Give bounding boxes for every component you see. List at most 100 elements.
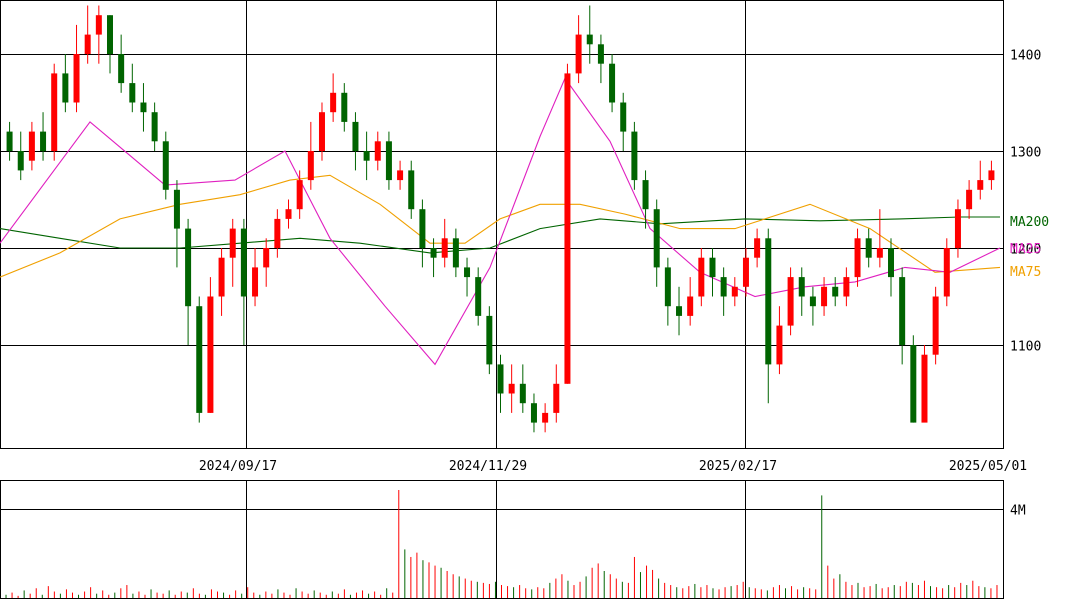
candle-body xyxy=(508,383,515,394)
volume-frame xyxy=(0,480,1004,599)
candle xyxy=(754,228,761,268)
candle-body xyxy=(129,83,136,103)
candle-body xyxy=(40,131,47,151)
candle-body xyxy=(95,15,102,35)
candle xyxy=(274,209,281,258)
candle xyxy=(988,160,995,190)
candle-body xyxy=(854,238,861,278)
candle xyxy=(798,267,805,316)
candle-body xyxy=(118,54,125,84)
candle-body xyxy=(720,277,727,297)
candle-body xyxy=(597,44,604,64)
candle xyxy=(888,238,895,297)
candle-body xyxy=(374,141,381,161)
candle xyxy=(731,277,738,307)
candle xyxy=(397,160,404,190)
candle xyxy=(374,131,381,171)
candle xyxy=(62,54,69,113)
candle xyxy=(899,267,906,365)
candle xyxy=(229,218,236,287)
candle-body xyxy=(17,151,24,171)
candle xyxy=(408,160,415,219)
candle-body xyxy=(430,248,437,258)
candle xyxy=(475,267,482,326)
candle-body xyxy=(910,345,917,423)
candle-body xyxy=(977,180,984,190)
candle-body xyxy=(943,248,950,297)
candle xyxy=(207,277,214,413)
candle xyxy=(196,296,203,423)
candle xyxy=(765,228,772,404)
candle-body xyxy=(441,238,448,258)
candle xyxy=(843,267,850,307)
price-frame xyxy=(0,0,1004,449)
candle-body xyxy=(84,34,91,54)
candle-body xyxy=(709,257,716,278)
candle-body xyxy=(173,189,180,229)
candle-body xyxy=(151,112,158,142)
candle-body xyxy=(296,180,303,210)
candle xyxy=(519,364,526,413)
candle xyxy=(84,5,91,64)
candle-body xyxy=(408,170,415,210)
candlestick-series xyxy=(6,5,995,433)
candle-body xyxy=(218,257,225,297)
candle-body xyxy=(363,151,370,161)
candle xyxy=(609,54,616,113)
candle xyxy=(95,5,102,64)
candle xyxy=(162,131,169,200)
candle xyxy=(698,248,705,307)
candle-body xyxy=(765,238,772,365)
candle xyxy=(263,238,270,287)
candle xyxy=(6,121,13,161)
candle xyxy=(865,228,872,268)
volume-tick-label: 4M xyxy=(1010,504,1026,519)
candle-body xyxy=(698,257,705,297)
candle xyxy=(129,63,136,113)
candle-body xyxy=(28,131,35,161)
candle-body xyxy=(6,131,13,151)
candle xyxy=(530,393,537,433)
candle xyxy=(385,131,392,190)
candle-body xyxy=(207,296,214,413)
price-grid xyxy=(0,0,1004,599)
candle xyxy=(709,248,716,297)
candle-body xyxy=(664,267,671,307)
candle-body xyxy=(988,170,995,181)
candle xyxy=(285,199,292,229)
candle-body xyxy=(352,121,359,151)
ma200-line xyxy=(0,216,1000,254)
candle-body xyxy=(553,383,560,413)
candle xyxy=(330,73,337,122)
candle-body xyxy=(899,277,906,345)
price-tick-label: 1200 xyxy=(1010,243,1041,258)
candle xyxy=(966,180,973,219)
candle xyxy=(40,112,47,161)
ma75-line xyxy=(0,174,1001,278)
candle-body xyxy=(240,228,247,297)
candle xyxy=(352,112,359,171)
candle xyxy=(977,160,984,200)
candle-body xyxy=(620,102,627,132)
date-tick-label: 2024/11/29 xyxy=(449,459,527,474)
date-axis: 2024/09/17 2024/11/29 2025/02/17 2025/05/01 xyxy=(199,459,1027,474)
candle xyxy=(240,218,247,345)
candle-body xyxy=(475,277,482,316)
candle xyxy=(854,228,861,287)
candle xyxy=(486,306,493,375)
price-tick-label: 1100 xyxy=(1010,340,1041,355)
candle xyxy=(575,15,582,84)
candle-body xyxy=(486,315,493,365)
volume-panel: 4M xyxy=(0,490,1026,598)
date-tick-label: 2025/05/01 xyxy=(949,459,1027,474)
candle xyxy=(341,83,348,132)
candle xyxy=(921,345,928,423)
candle xyxy=(307,121,314,190)
candle-body xyxy=(307,151,314,181)
price-tick-label: 1300 xyxy=(1010,146,1041,161)
price-tick-label: 1400 xyxy=(1010,49,1041,64)
candle-body xyxy=(954,209,961,248)
date-tick-label: 2024/09/17 xyxy=(199,459,277,474)
candle xyxy=(720,267,727,316)
candle xyxy=(943,238,950,307)
